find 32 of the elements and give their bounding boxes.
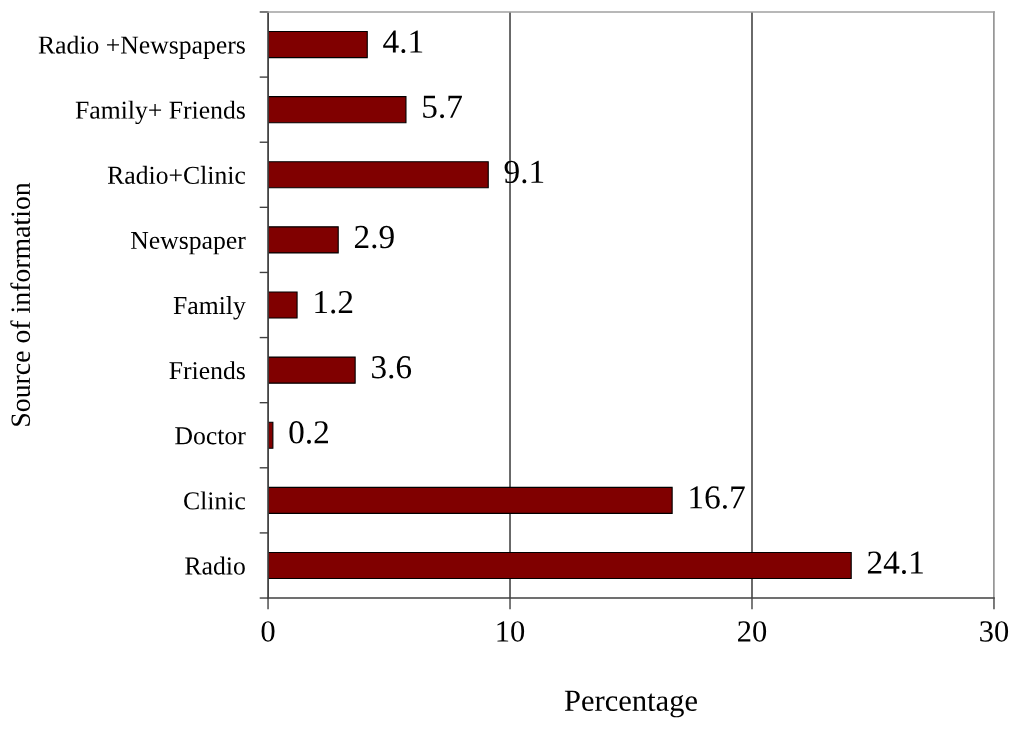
bar: [268, 161, 489, 189]
bar: [268, 551, 852, 580]
x-tick-label: 20: [738, 621, 767, 642]
x-tick-label: 0: [261, 621, 275, 642]
y-axis-title: Source of information: [10, 182, 31, 426]
data-label: 3.6: [372, 356, 412, 379]
data-label: 4.1: [383, 30, 423, 54]
bar: [268, 421, 274, 449]
y-tick-label: Family: [173, 296, 246, 320]
y-tick-label: Friends: [169, 361, 245, 380]
bar: [268, 356, 356, 384]
y-tick-label: Clinic: [184, 491, 246, 510]
data-label: 0.2: [289, 421, 328, 444]
data-label: 2.9: [354, 225, 394, 249]
bar: [268, 30, 368, 59]
bar: [268, 291, 298, 319]
y-tick-label: Family+ Friends: [75, 100, 245, 125]
y-tick-label: Doctor: [175, 427, 246, 445]
bar: [268, 96, 407, 124]
x-tick-label: 10: [497, 621, 525, 642]
bar: [268, 226, 339, 254]
x-axis-title: Percentage: [564, 690, 697, 718]
data-label: 5.7: [423, 95, 462, 119]
x-tick-label: 30: [980, 621, 1009, 642]
y-tick-label: Radio+Clinic: [107, 165, 246, 184]
data-label: 1.2: [315, 290, 353, 314]
data-label: 16.7: [690, 486, 745, 509]
bar: [268, 486, 673, 514]
y-tick-label: Radio: [185, 556, 245, 575]
data-label: 24.1: [867, 551, 923, 574]
y-tick-label: Newspaper: [130, 231, 246, 255]
y-tick-label: Radio +Newspapers: [38, 35, 245, 59]
